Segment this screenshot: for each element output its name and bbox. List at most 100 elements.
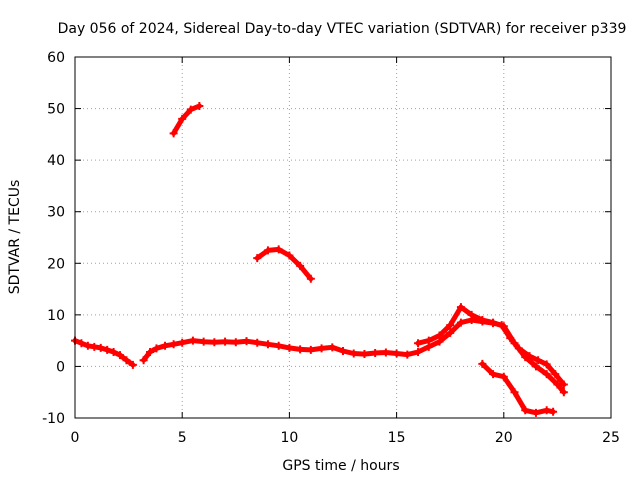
data-point: [551, 370, 560, 379]
plot-frame: [74, 56, 612, 419]
data-point: [424, 336, 433, 345]
data-point: [231, 338, 240, 347]
data-point: [339, 346, 347, 355]
data-point: [285, 251, 294, 260]
data-point: [542, 360, 551, 369]
data-point: [274, 341, 283, 350]
data-point: [553, 380, 562, 389]
data-series: [71, 101, 568, 417]
data-point: [542, 370, 551, 379]
data-point: [559, 388, 568, 397]
data-point: [392, 349, 401, 358]
data-point: [456, 318, 465, 327]
data-point: [456, 303, 465, 312]
data-point: [446, 321, 455, 330]
data-point: [317, 344, 326, 353]
data-point: [90, 342, 99, 351]
data-point: [489, 370, 498, 379]
data-point: [122, 356, 131, 365]
data-point: [242, 337, 251, 346]
series-line: [171, 103, 202, 136]
data-point: [360, 350, 369, 359]
data-point: [414, 347, 423, 356]
y-tick-label: 10: [47, 308, 65, 324]
data-point: [152, 344, 161, 353]
y-tick-label: 20: [47, 256, 65, 272]
data-point: [199, 337, 208, 346]
data-point: [531, 362, 540, 371]
y-tick-label: 0: [56, 359, 65, 375]
data-point: [195, 101, 204, 110]
series-line: [254, 246, 314, 282]
data-point: [161, 341, 170, 350]
data-point: [77, 339, 86, 348]
y-tick-label: -10: [42, 411, 65, 427]
data-point: [103, 345, 112, 354]
data-point: [381, 348, 390, 357]
data-point: [499, 372, 508, 381]
y-tick-label: 50: [47, 102, 65, 118]
data-point: [349, 349, 358, 358]
data-point: [510, 339, 519, 348]
chart-title: Day 056 of 2024, Sidereal Day-to-day VTE…: [58, 21, 627, 37]
data-point: [210, 338, 219, 347]
data-point: [178, 114, 187, 123]
data-point: [169, 129, 178, 138]
data-point: [146, 347, 155, 356]
data-point: [263, 246, 272, 255]
data-point: [116, 351, 125, 360]
data-point: [296, 345, 305, 354]
data-point: [521, 406, 530, 415]
y-axis-label: SDTVAR / TECUs: [7, 180, 23, 295]
data-point: [169, 340, 178, 349]
data-point: [109, 347, 118, 356]
data-point: [510, 388, 519, 397]
data-point: [274, 245, 283, 254]
series-line: [72, 338, 136, 368]
data-point: [285, 343, 294, 352]
data-point: [128, 360, 137, 369]
data-point: [521, 353, 530, 362]
data-point: [296, 261, 305, 270]
data-point: [446, 328, 455, 337]
data-point: [263, 340, 272, 349]
x-tick-label: 25: [602, 430, 620, 446]
data-point: [178, 338, 187, 347]
data-point: [139, 356, 148, 365]
grid-lines: [75, 57, 611, 418]
data-point: [478, 359, 487, 368]
data-point: [435, 331, 444, 340]
x-tick-label: 10: [280, 430, 298, 446]
series-line: [415, 304, 567, 395]
data-point: [403, 350, 412, 359]
data-point: [253, 338, 262, 347]
data-point: [186, 105, 195, 114]
data-point: [306, 274, 315, 283]
data-point: [531, 408, 540, 417]
y-tick-label: 30: [47, 205, 65, 221]
y-tick-label: 40: [47, 153, 65, 169]
data-point: [96, 343, 105, 352]
x-tick-label: 20: [495, 430, 513, 446]
x-tick-label: 0: [71, 430, 80, 446]
data-point: [499, 322, 508, 331]
data-point: [221, 337, 230, 346]
y-tick-label: 60: [47, 50, 65, 66]
data-point: [371, 349, 380, 358]
x-tick-label: 5: [178, 430, 187, 446]
data-point: [83, 341, 92, 350]
data-point: [306, 345, 315, 354]
x-tick-label: 15: [388, 430, 406, 446]
data-point: [549, 407, 558, 416]
data-point: [414, 339, 423, 348]
data-point: [478, 316, 487, 325]
data-point: [328, 343, 337, 352]
data-point: [542, 406, 551, 415]
data-point: [489, 318, 498, 327]
data-point: [467, 310, 476, 319]
axis-ticks: 0 5 10 15 20 25 -10 0 10 20 30 40 50 60: [42, 50, 620, 446]
data-point: [188, 336, 197, 345]
data-point: [253, 254, 262, 263]
data-point: [534, 356, 543, 365]
